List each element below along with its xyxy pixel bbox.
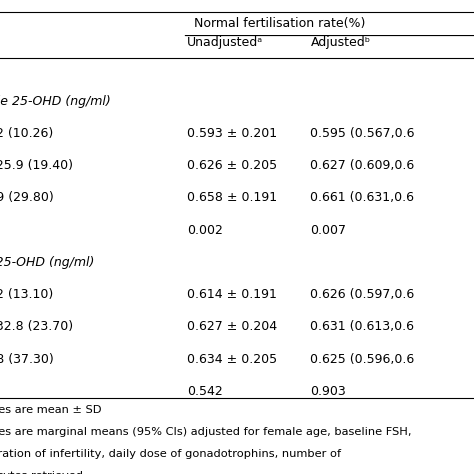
Text: 0–13.2 (10.26): 0–13.2 (10.26) (0, 127, 54, 140)
Text: 0.626 ± 0.205: 0.626 ± 0.205 (187, 159, 277, 172)
Text: 0–16.2 (13.10): 0–16.2 (13.10) (0, 288, 54, 301)
Text: 0.661 (0.631,0.6: 0.661 (0.631,0.6 (310, 191, 414, 204)
Text: > 25.9 (29.80): > 25.9 (29.80) (0, 191, 54, 204)
Text: Normal fertilisation rate(%): Normal fertilisation rate(%) (194, 17, 366, 29)
Text: 0.542: 0.542 (187, 385, 223, 398)
Text: 0.007: 0.007 (310, 224, 346, 237)
Text: Values are marginal means (95% CIs) adjusted for female age, baseline FSH,: Values are marginal means (95% CIs) adju… (0, 427, 411, 437)
Text: 0.002: 0.002 (187, 224, 223, 237)
Text: 0.627 (0.609,0.6: 0.627 (0.609,0.6 (310, 159, 415, 172)
Text: 0.593 ± 0.201: 0.593 ± 0.201 (187, 127, 277, 140)
Text: 0.595 (0.567,0.6: 0.595 (0.567,0.6 (310, 127, 415, 140)
Text: 0.631 (0.613,0.6: 0.631 (0.613,0.6 (310, 320, 414, 333)
Text: 0.625 (0.596,0.6: 0.625 (0.596,0.6 (310, 353, 415, 365)
Text: 0.627 ± 0.204: 0.627 ± 0.204 (187, 320, 277, 333)
Text: Values are mean ± SD: Values are mean ± SD (0, 405, 101, 415)
Text: 16.3–32.8 (23.70): 16.3–32.8 (23.70) (0, 320, 73, 333)
Text: 13.3–25.9 (19.40): 13.3–25.9 (19.40) (0, 159, 73, 172)
Text: Female 25-OHD (ng/ml): Female 25-OHD (ng/ml) (0, 95, 111, 108)
Text: 0.658 ± 0.191: 0.658 ± 0.191 (187, 191, 277, 204)
Text: 0.626 (0.597,0.6: 0.626 (0.597,0.6 (310, 288, 415, 301)
Text: Adjustedᵇ: Adjustedᵇ (310, 36, 371, 48)
Text: Male 25-OHD (ng/ml): Male 25-OHD (ng/ml) (0, 256, 94, 269)
Text: 0.903: 0.903 (310, 385, 346, 398)
Text: duration of infertility, daily dose of gonadotrophins, number of: duration of infertility, daily dose of g… (0, 449, 342, 459)
Text: 0.634 ± 0.205: 0.634 ± 0.205 (187, 353, 277, 365)
Text: > 32.8 (37.30): > 32.8 (37.30) (0, 353, 54, 365)
Text: oocytes retrieved: oocytes retrieved (0, 471, 83, 474)
Text: Unadjustedᵃ: Unadjustedᵃ (187, 36, 264, 48)
Text: 0.614 ± 0.191: 0.614 ± 0.191 (187, 288, 277, 301)
